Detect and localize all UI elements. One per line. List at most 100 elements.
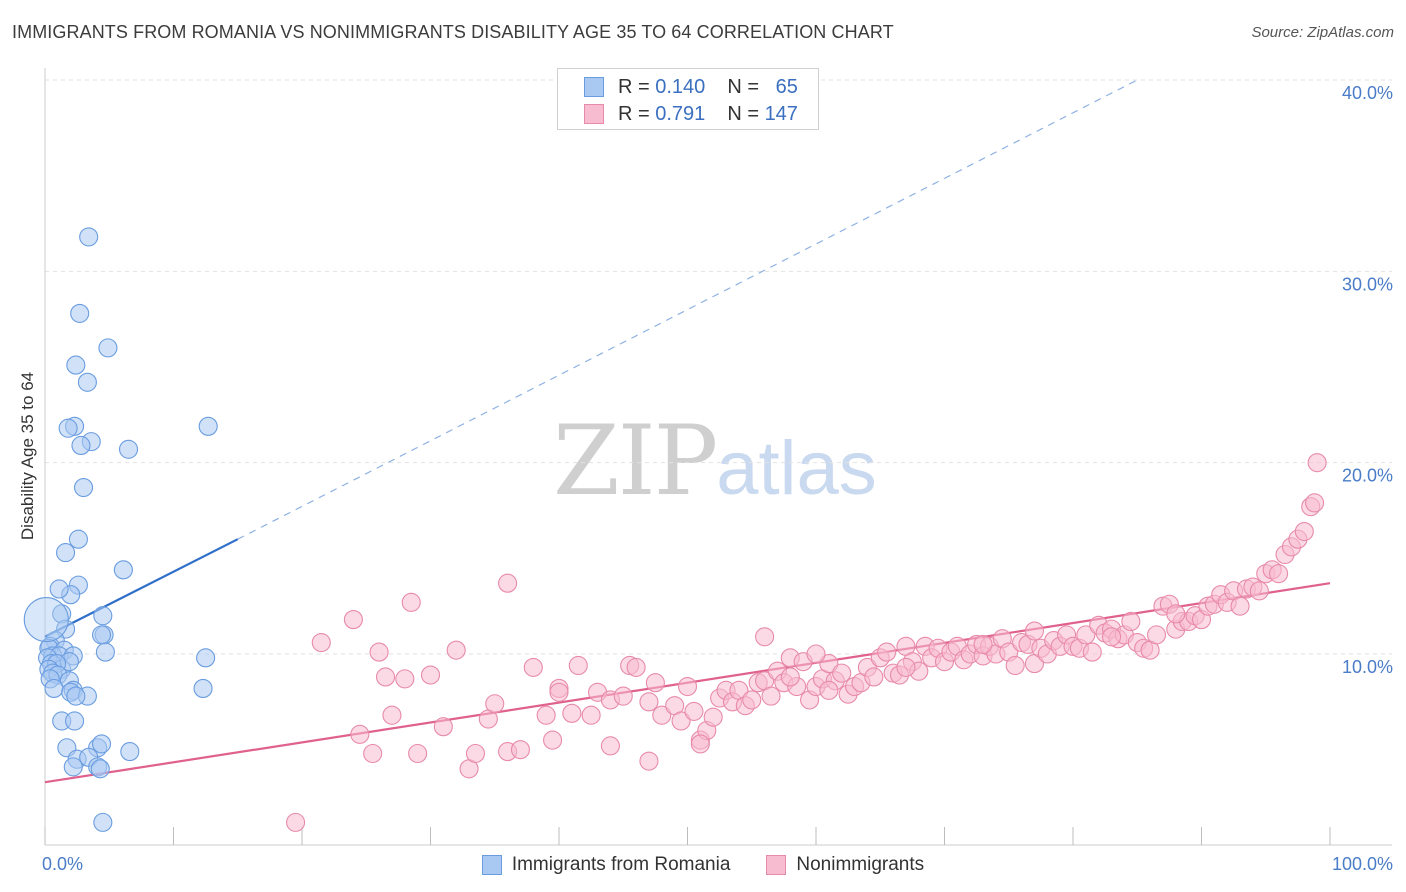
- data-point-nonimmigrants: [1076, 625, 1096, 645]
- legend-row-nonimmigrants: R = 0.791 N = 147: [584, 101, 798, 127]
- data-point-nonimmigrants: [639, 692, 659, 712]
- legend-r-label: R =: [618, 102, 650, 125]
- data-point-nonimmigrants: [408, 743, 428, 764]
- axis-labels: 10.0% 20.0% 30.0% 40.0% 0.0% 100.0% Disability…: [18, 83, 1393, 874]
- legend-r-value: 0.791: [655, 102, 706, 125]
- legend-item-romania[interactable]: Immigrants from Romania: [481, 854, 730, 876]
- data-point-nonimmigrants: [1024, 621, 1044, 641]
- data-point-romania: [91, 734, 112, 754]
- data-point-nonimmigrants: [684, 701, 704, 721]
- data-point-nonimmigrants: [677, 676, 698, 697]
- trendline-romania: [44, 538, 239, 638]
- y-axis-label: Disability Age 35 to 64: [18, 372, 37, 540]
- data-point-nonimmigrants: [819, 654, 839, 674]
- legend-r-value: 0.140: [655, 75, 706, 98]
- data-point-romania: [93, 606, 113, 626]
- data-point-romania: [95, 642, 115, 662]
- y-tick-label: 40.0%: [1342, 83, 1393, 103]
- data-point-nonimmigrants: [433, 717, 453, 737]
- data-point-romania: [23, 597, 69, 643]
- data-point-nonimmigrants: [549, 682, 569, 702]
- y-tick-label: 20.0%: [1342, 466, 1393, 486]
- data-point-romania: [90, 759, 110, 779]
- data-point-nonimmigrants: [536, 705, 556, 725]
- legend-swatch-nonimmigrants: [584, 104, 604, 124]
- data-point-nonimmigrants: [1146, 625, 1167, 645]
- legend-swatch-romania: [481, 855, 502, 875]
- data-point-nonimmigrants: [286, 812, 306, 832]
- data-point-nonimmigrants: [755, 627, 775, 647]
- data-point-romania: [70, 303, 90, 323]
- data-point-romania: [71, 435, 91, 455]
- data-point-nonimmigrants: [1294, 521, 1314, 542]
- data-point-nonimmigrants: [375, 667, 396, 687]
- data-point-nonimmigrants: [652, 705, 672, 725]
- data-point-nonimmigrants: [1166, 604, 1186, 624]
- data-point-nonimmigrants: [568, 655, 588, 676]
- data-point-nonimmigrants: [401, 592, 421, 612]
- y-tick-label: 10.0%: [1342, 657, 1393, 677]
- data-point-nonimmigrants: [819, 680, 839, 700]
- data-point-romania: [91, 625, 112, 645]
- data-point-nonimmigrants: [363, 743, 383, 764]
- legend-swatch-nonimmigrants: [766, 855, 787, 875]
- data-point-nonimmigrants: [562, 703, 582, 723]
- data-point-nonimmigrants: [465, 743, 486, 764]
- legend-n-label: N =: [727, 75, 759, 98]
- data-point-nonimmigrants: [1102, 627, 1122, 647]
- data-point-nonimmigrants: [369, 642, 389, 662]
- data-point-romania: [44, 678, 64, 698]
- data-point-nonimmigrants: [645, 673, 665, 693]
- data-point-romania: [63, 757, 83, 777]
- data-point-nonimmigrants: [690, 734, 710, 754]
- data-point-nonimmigrants: [350, 724, 370, 744]
- axes: [44, 68, 1392, 846]
- data-point-nonimmigrants: [446, 640, 466, 660]
- legend-swatch-romania: [584, 77, 604, 97]
- data-point-nonimmigrants: [498, 573, 518, 593]
- correlation-legend: R = 0.140 N = 65 R = 0.791 N = 147: [557, 68, 819, 130]
- legend-item-nonimmigrants[interactable]: Nonimmigrants: [766, 854, 924, 876]
- legend-n-value: 147: [764, 102, 798, 125]
- data-point-nonimmigrants: [1121, 611, 1141, 632]
- data-point-nonimmigrants: [780, 667, 800, 687]
- data-point-romania: [79, 227, 99, 247]
- data-point-romania: [74, 477, 94, 498]
- data-point-nonimmigrants: [343, 610, 363, 630]
- data-point-romania: [66, 355, 86, 375]
- data-point-nonimmigrants: [864, 667, 884, 687]
- data-point-nonimmigrants: [311, 632, 331, 653]
- data-point-nonimmigrants: [671, 711, 691, 731]
- data-point-romania: [118, 439, 139, 459]
- data-point-nonimmigrants: [761, 686, 781, 706]
- data-point-nonimmigrants: [581, 705, 601, 725]
- grid-lines: [45, 79, 1392, 655]
- data-point-romania: [66, 686, 86, 706]
- trendlines: [44, 79, 1331, 784]
- data-point-nonimmigrants: [973, 634, 993, 654]
- data-point-romania: [77, 372, 97, 392]
- data-point-nonimmigrants: [877, 642, 897, 662]
- data-point-nonimmigrants: [626, 657, 646, 677]
- data-point-nonimmigrants: [510, 740, 531, 760]
- legend-n-label: N =: [727, 102, 759, 125]
- data-point-romania: [68, 529, 88, 549]
- data-point-romania: [196, 648, 216, 668]
- data-point-nonimmigrants: [1249, 581, 1269, 601]
- data-point-nonimmigrants: [703, 707, 723, 727]
- series-immigrants-from-romania: [23, 227, 218, 832]
- data-point-romania: [56, 543, 76, 563]
- data-point-romania: [65, 711, 85, 731]
- data-point-nonimmigrants: [613, 686, 633, 706]
- data-point-romania: [49, 579, 69, 599]
- data-point-romania: [193, 678, 213, 698]
- source-label: Source: ZipAtlas.com: [1251, 24, 1394, 41]
- data-point-nonimmigrants: [420, 665, 441, 685]
- data-point-nonimmigrants: [806, 644, 826, 664]
- data-point-nonimmigrants: [600, 736, 620, 756]
- y-tick-label: 30.0%: [1342, 274, 1393, 294]
- data-point-romania: [198, 416, 218, 436]
- data-point-nonimmigrants: [382, 705, 402, 725]
- data-point-nonimmigrants: [523, 657, 543, 677]
